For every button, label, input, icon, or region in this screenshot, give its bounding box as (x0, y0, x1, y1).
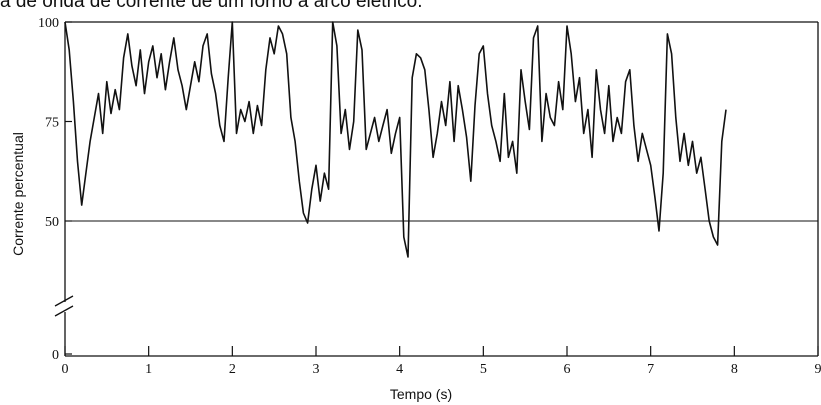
y-tick-label: 0 (52, 348, 59, 363)
x-tick-label: 3 (313, 362, 320, 377)
chart-caption: a de onda de corrente de um forno a arco… (0, 0, 423, 12)
y-tick-label: 50 (45, 215, 59, 230)
y-tick-label: 75 (45, 116, 59, 131)
x-axis-label: Tempo (s) (390, 386, 452, 402)
x-tick-label: 4 (396, 362, 403, 377)
axis-break-mark-lower (54, 305, 74, 317)
x-tick-label: 2 (229, 362, 236, 377)
x-tick-label: 7 (647, 362, 654, 377)
series-line-current (64, 21, 727, 258)
y-tick-label: 100 (38, 16, 59, 31)
y-axis-label: Corrente percentual (10, 132, 26, 256)
axis-break-mark-upper (54, 295, 74, 307)
x-tick-label: 0 (62, 362, 69, 377)
x-tick-label: 8 (731, 362, 738, 377)
x-tick-label: 9 (815, 362, 821, 377)
x-tick-label: 1 (145, 362, 152, 377)
x-tick-label: 5 (480, 362, 487, 377)
x-tick-label: 6 (564, 362, 571, 377)
